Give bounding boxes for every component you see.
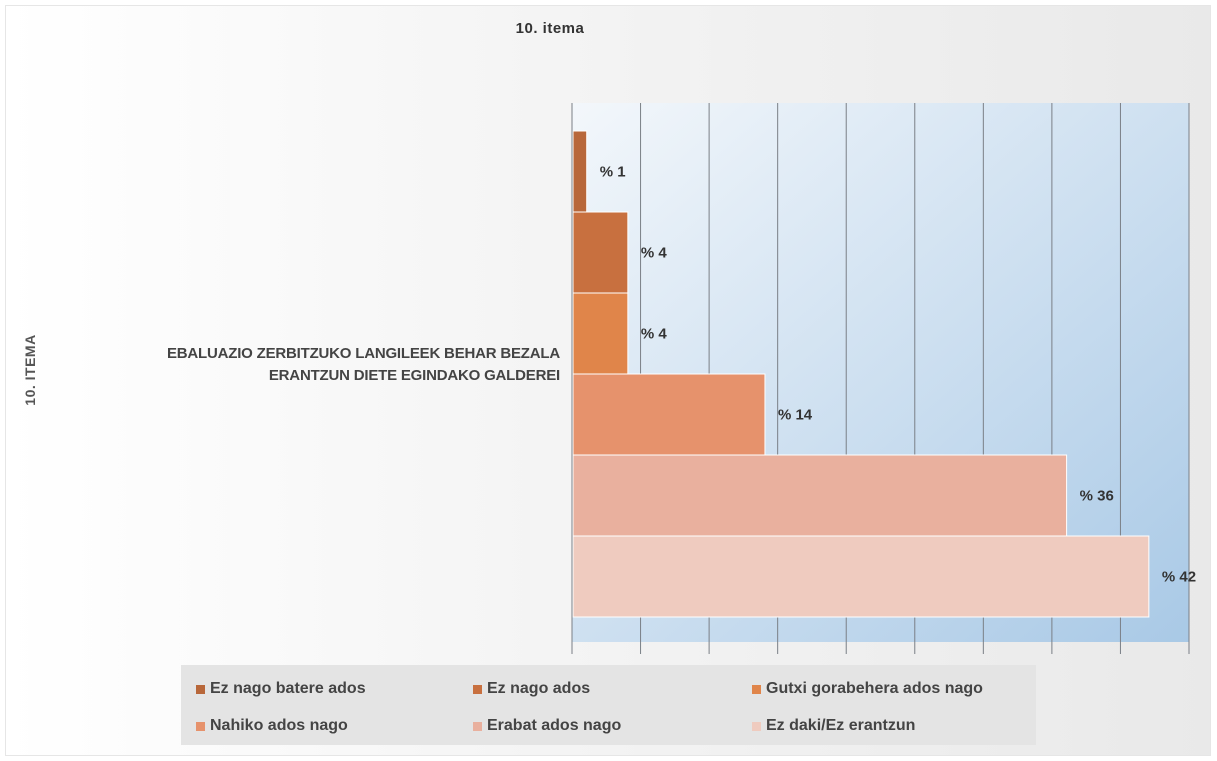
category-label-line-2: ERANTZUN DIETE EGINDAKO GALDEREI [268, 367, 560, 384]
legend-label: Nahiko ados nago [210, 717, 348, 734]
bar-5 [572, 454, 1068, 537]
legend-item-1: Ez nago batere ados [196, 680, 366, 698]
legend-item-5: Erabat ados nago [473, 717, 621, 735]
data-label-2: % 4 [641, 245, 668, 262]
legend-item-4: Nahiko ados nago [196, 717, 348, 735]
category-label-line-1: EBALUAZIO ZERBITZUKO LANGILEEK BEHAR BEZ… [166, 345, 560, 362]
legend-label: Erabat ados nago [487, 717, 622, 734]
bar-4 [572, 373, 766, 456]
bar-2 [572, 211, 629, 294]
legend-swatch [752, 684, 761, 694]
legend-swatch [473, 721, 482, 731]
legend-label: Ez nago ados [487, 680, 591, 697]
legend-swatch [196, 684, 205, 694]
bars [572, 130, 1150, 618]
legend-swatch [196, 721, 205, 731]
data-label-1: % 1 [600, 164, 626, 181]
legend-label: Ez daki/Ez erantzun [766, 717, 916, 734]
legend-item-3: Gutxi gorabehera ados nago [752, 680, 983, 698]
legend-label: Gutxi gorabehera ados nago [766, 680, 983, 697]
data-label-5: % 36 [1080, 488, 1114, 505]
legend: Ez nago batere ados Ez nago ados Gutxi gor… [181, 665, 1036, 745]
bar-6 [572, 535, 1150, 618]
bar-3 [572, 292, 629, 375]
y-axis-title: 10. ITEMA [22, 334, 38, 406]
category-label: EBALUAZIO ZERBITZUKO LANGILEEK BEHAR BEZ… [40, 343, 560, 387]
legend-swatch [473, 684, 482, 694]
legend-item-6: Ez daki/Ez erantzun [752, 717, 915, 735]
data-label-6: % 42 [1162, 569, 1196, 586]
bar-1 [572, 130, 588, 213]
data-labels: % 1 % 4 % 4 % 14 % 36 % 42 [600, 164, 1196, 586]
chart-title: 10. itema [515, 20, 585, 37]
legend-label: Ez nago batere ados [210, 680, 366, 697]
data-label-4: % 14 [778, 407, 813, 424]
data-label-3: % 4 [641, 326, 668, 343]
legend-item-2: Ez nago ados [473, 680, 590, 698]
legend-swatch [752, 721, 761, 731]
